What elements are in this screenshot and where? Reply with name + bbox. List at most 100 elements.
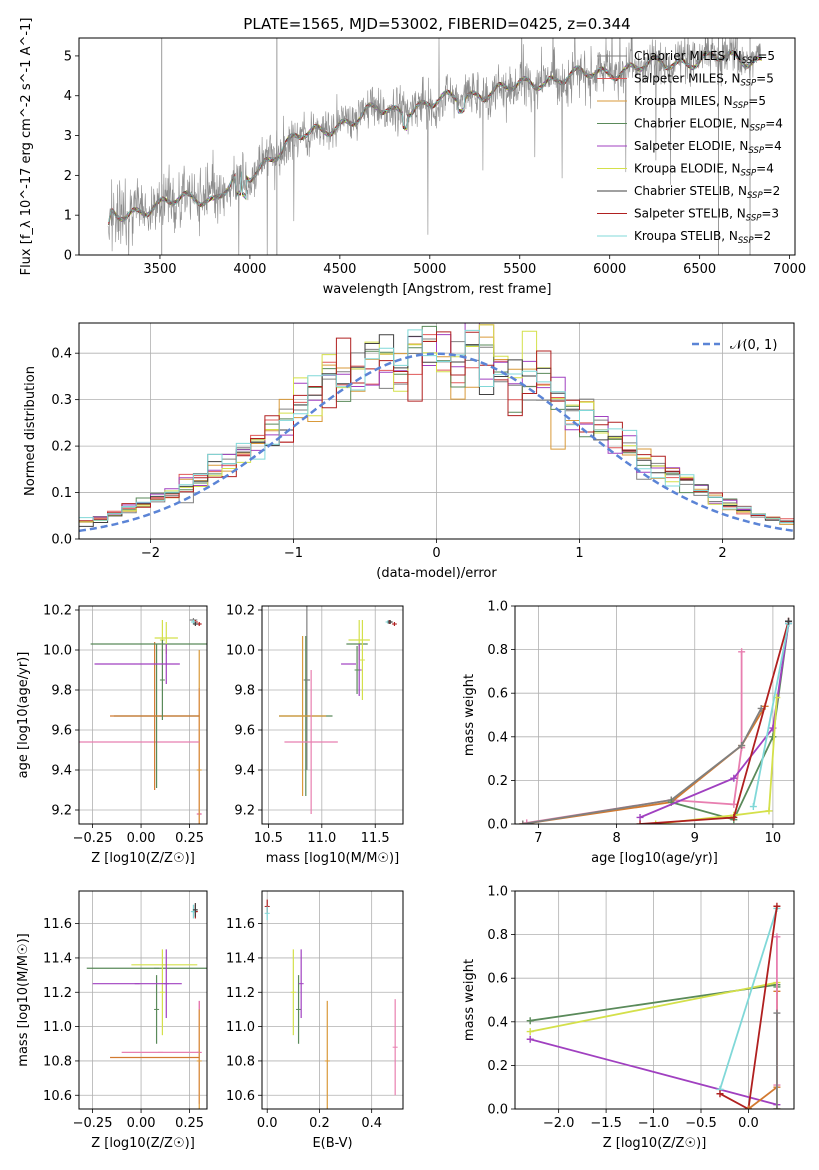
data-point-8 bbox=[159, 949, 165, 1036]
figure-title: PLATE=1565, MJD=53002, FIBERID=0425, z=0… bbox=[243, 15, 630, 33]
y-tick-label: 2 bbox=[64, 169, 72, 184]
normal-reference-curve bbox=[79, 352, 794, 533]
x-axis-label: wavelength [Angstrom, rest frame] bbox=[323, 282, 552, 297]
x-tick-label: 2 bbox=[718, 546, 726, 561]
weight-marker bbox=[730, 800, 738, 808]
y-tick-label: 9.6 bbox=[234, 724, 255, 739]
x-axis-label: mass [log10(M/M☉)] bbox=[266, 851, 399, 866]
y-tick-label: 5 bbox=[64, 49, 72, 64]
weight-marker bbox=[636, 820, 644, 824]
x-tick-label: 5000 bbox=[413, 262, 446, 277]
weight-marker bbox=[526, 1028, 534, 1036]
y-tick-label: 9.4 bbox=[234, 764, 255, 779]
weight-line-1 bbox=[526, 651, 743, 824]
x-tick-label: 0.2 bbox=[309, 1116, 330, 1131]
y-tick-label: 0.0 bbox=[487, 1103, 508, 1118]
y-tick-label: 9.6 bbox=[51, 724, 72, 739]
legend-label: Chabrier MILES, NSSP=5 bbox=[634, 49, 775, 66]
y-tick-label: 11.0 bbox=[43, 1020, 72, 1035]
axes-frame bbox=[261, 605, 404, 825]
mass-vs-metallicity-panel: −0.25 0.00 0.25 10.6 10.8 11.0 11.2 11.4 11.6 Z [… bbox=[16, 890, 208, 1151]
y-axis-label: Normed distribution bbox=[23, 366, 38, 496]
legend-label: Chabrier ELODIE, NSSP=4 bbox=[634, 117, 783, 134]
x-tick-label: 11.5 bbox=[361, 831, 390, 846]
weight-marker bbox=[730, 774, 738, 782]
plot-area bbox=[519, 617, 793, 824]
x-tick-label: 7000 bbox=[773, 262, 806, 277]
data-point-16 bbox=[192, 622, 198, 626]
legend-subscript: SSP bbox=[750, 124, 766, 134]
legend-subscript: SSP bbox=[733, 101, 749, 111]
y-tick-label: 11.0 bbox=[226, 1020, 255, 1035]
y-tick-label: 0.6 bbox=[487, 972, 508, 987]
data-point-5 bbox=[298, 949, 304, 1019]
plot-area bbox=[107, 38, 763, 255]
legend-text: Salpeter STELIB, N bbox=[634, 207, 746, 221]
weight-marker bbox=[744, 1105, 752, 1109]
x-tick-label: 5500 bbox=[503, 262, 536, 277]
x-tick-label: 0.0 bbox=[738, 1116, 759, 1131]
data-point-6 bbox=[324, 1000, 330, 1109]
data-point-9 bbox=[159, 640, 165, 720]
x-tick-label: 0.25 bbox=[175, 1116, 204, 1131]
weight-marker bbox=[773, 902, 781, 910]
plot-area bbox=[79, 323, 794, 533]
weight-line-5 bbox=[719, 906, 778, 1109]
y-tick-label: 11.2 bbox=[43, 986, 72, 1001]
y-tick-label: 4 bbox=[64, 89, 72, 104]
weight-vs-metallicity-panel: −2.0 −1.5 −1.0 −0.5 0.0 0.0 0.2 0.4 0.6 0.8 1.0 Z [… bbox=[462, 885, 795, 1151]
y-tick-label: 0.2 bbox=[51, 440, 72, 455]
y-tick-label: 0.3 bbox=[51, 393, 72, 408]
y-tick-label: 11.2 bbox=[226, 986, 255, 1001]
mass-vs-extinction-panel: 0.0 0.2 0.4 10.6 10.8 11.0 11.2 11.4 11.6 E(B-V) bbox=[226, 890, 404, 1151]
x-tick-label: 6000 bbox=[593, 262, 626, 277]
y-tick-label: 10.8 bbox=[43, 1054, 72, 1069]
y-axis-label: mass [log10(M/M☉)] bbox=[16, 933, 31, 1066]
legend-subscript: SSP bbox=[742, 56, 758, 66]
legend-subscript: SSP bbox=[746, 214, 762, 224]
y-tick-label: 0.0 bbox=[51, 533, 72, 548]
data-point-3 bbox=[279, 636, 327, 796]
weight-marker bbox=[526, 1017, 534, 1025]
weight-marker bbox=[716, 1090, 724, 1098]
residual-histogram-panel: 𝒩(0, 1) −2 −1 0 1 2 0.0 0.1 0.2 0.3 0.4 (data-model… bbox=[23, 322, 795, 581]
data-point-10 bbox=[163, 949, 169, 1019]
spectrum-panel: Chabrier MILES, NSSP=5 Salpeter MILES, NS… bbox=[19, 18, 806, 297]
legend-label: Salpeter STELIB, NSSP=3 bbox=[634, 207, 779, 224]
age-vs-mass-panel: 10.5 11.0 11.5 9.2 9.4 9.6 9.8 10.0 10.2 mass [lo… bbox=[226, 604, 404, 866]
axes-frame bbox=[78, 890, 208, 1110]
data-point-13 bbox=[192, 903, 198, 917]
weight-marker bbox=[730, 813, 738, 821]
x-tick-label: 9 bbox=[691, 831, 699, 846]
legend-suffix: =5 bbox=[756, 72, 774, 86]
x-axis-label: Z [log10(Z/Z☉)] bbox=[603, 1136, 707, 1151]
x-tick-label: 6500 bbox=[683, 262, 716, 277]
x-tick-label: −1.0 bbox=[638, 1116, 670, 1131]
y-tick-label: 9.2 bbox=[234, 804, 255, 819]
weight-marker bbox=[526, 1035, 534, 1043]
y-tick-label: 11.6 bbox=[43, 917, 72, 932]
data-point-7 bbox=[392, 999, 398, 1096]
y-tick-label: 0.2 bbox=[487, 774, 508, 789]
legend-label: Salpeter MILES, NSSP=5 bbox=[634, 72, 774, 89]
legend-suffix: =2 bbox=[763, 184, 781, 198]
y-tick-label: 0.4 bbox=[487, 730, 508, 745]
y-tick-label: 10.0 bbox=[43, 644, 72, 659]
weight-marker bbox=[519, 820, 527, 824]
x-tick-label: −1 bbox=[284, 546, 303, 561]
y-tick-label: 11.4 bbox=[226, 951, 255, 966]
y-axis-label: mass weight bbox=[462, 674, 477, 756]
weight-marker bbox=[773, 1105, 781, 1109]
x-tick-label: 8 bbox=[612, 831, 620, 846]
legend-text: Kroupa STELIB, N bbox=[634, 229, 738, 243]
legend-label: 𝒩(0, 1) bbox=[730, 338, 777, 353]
axes-frame bbox=[261, 890, 404, 1110]
legend-suffix: =5 bbox=[748, 94, 766, 108]
y-tick-label: 1 bbox=[64, 209, 72, 224]
legend-label: Kroupa ELODIE, NSSP=4 bbox=[634, 162, 774, 179]
x-tick-label: 0.0 bbox=[257, 1116, 278, 1131]
y-tick-label: 1.0 bbox=[487, 600, 508, 615]
x-tick-label: −0.25 bbox=[73, 1116, 113, 1131]
y-tick-label: 10.6 bbox=[226, 1089, 255, 1104]
x-axis-label: Z [log10(Z/Z☉)] bbox=[91, 1136, 195, 1151]
